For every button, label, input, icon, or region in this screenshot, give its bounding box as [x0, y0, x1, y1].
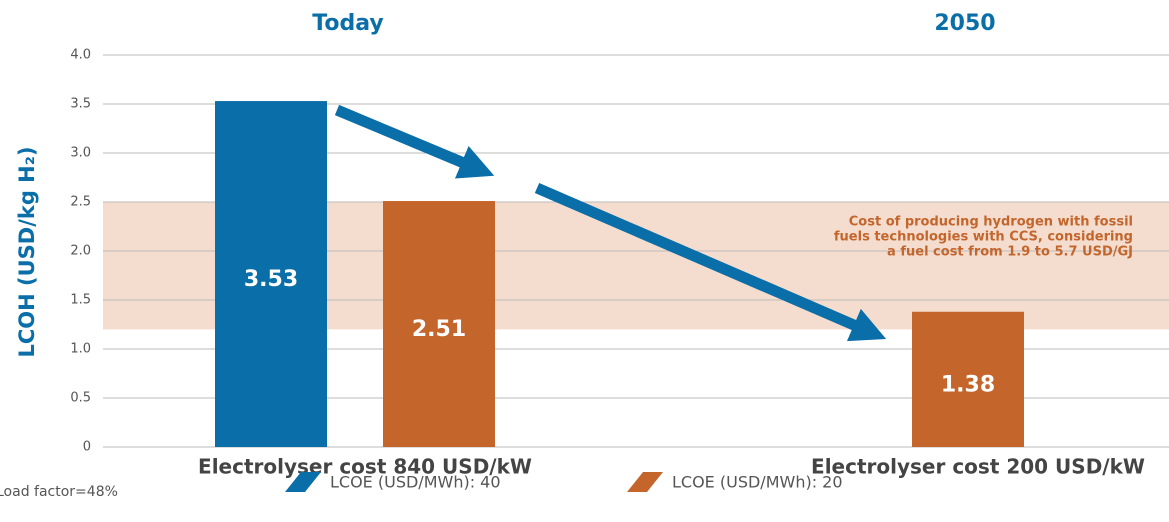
- x-tick-label: Electrolyser cost 200 USD/kW: [811, 455, 1145, 479]
- y-tick-label: 4.0: [70, 48, 91, 63]
- arrow: [534, 182, 887, 342]
- y-tick-label: 0: [83, 440, 91, 455]
- arrow: [334, 104, 495, 179]
- value-label: 2.51: [412, 317, 466, 342]
- y-tick-label: 2.0: [70, 244, 91, 259]
- bar: [383, 201, 495, 447]
- value-label: 3.53: [244, 267, 298, 292]
- y-tick-label: 0.5: [70, 391, 91, 406]
- annotation: Cost of producing hydrogen with fossil: [849, 215, 1133, 230]
- annotation: fuels technologies with CCS, considering: [834, 230, 1133, 245]
- group-label: 2050: [934, 11, 995, 36]
- y-tick-label: 1.0: [70, 342, 91, 357]
- footnote: Load factor=48%: [0, 484, 118, 500]
- bar: [912, 311, 1024, 447]
- bar: [215, 101, 327, 447]
- legend-label: LCOE (USD/MWh): 20: [672, 473, 843, 492]
- y-tick-label: 1.5: [70, 293, 91, 308]
- y-tick-label: 3.0: [70, 146, 91, 161]
- x-tick-label: Electrolyser cost 840 USD/kW: [198, 455, 532, 479]
- group-label: Today: [312, 11, 383, 36]
- legend-swatch: [285, 472, 321, 492]
- value-label: 1.38: [941, 372, 995, 397]
- y-tick-label: 3.5: [70, 97, 91, 112]
- y-axis-label: LCOH (USD/kg H₂): [15, 146, 39, 357]
- annotation: a fuel cost from 1.9 to 5.7 USD/GJ: [887, 245, 1133, 260]
- legend-swatch: [627, 472, 663, 492]
- y-tick-label: 2.5: [70, 195, 91, 210]
- legend-label: LCOE (USD/MWh): 40: [330, 473, 501, 492]
